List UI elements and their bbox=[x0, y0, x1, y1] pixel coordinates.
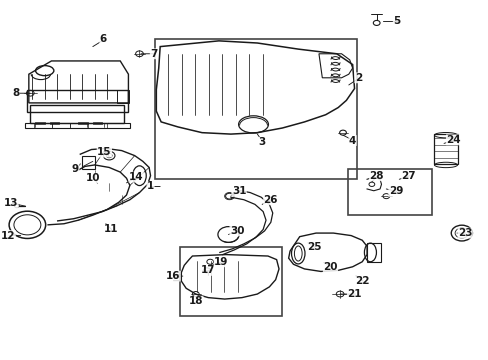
Text: 29: 29 bbox=[388, 186, 402, 197]
Text: 21: 21 bbox=[346, 289, 361, 299]
Text: 9: 9 bbox=[72, 163, 79, 174]
Text: 2: 2 bbox=[354, 73, 361, 83]
Bar bbox=[93, 122, 102, 125]
Bar bbox=[81, 156, 95, 168]
Text: 4: 4 bbox=[348, 136, 356, 145]
Text: 12: 12 bbox=[1, 231, 15, 240]
Bar bbox=[117, 90, 129, 103]
Text: 1: 1 bbox=[146, 181, 154, 192]
Text: 25: 25 bbox=[306, 242, 321, 252]
Text: 20: 20 bbox=[323, 262, 337, 272]
Text: 6: 6 bbox=[100, 35, 107, 44]
Text: 15: 15 bbox=[97, 147, 111, 157]
Text: 17: 17 bbox=[201, 265, 215, 275]
Bar bbox=[180, 247, 282, 316]
Bar bbox=[366, 243, 381, 262]
Text: 16: 16 bbox=[165, 271, 180, 281]
Text: 10: 10 bbox=[85, 173, 100, 183]
Text: 13: 13 bbox=[4, 198, 18, 208]
Text: 5: 5 bbox=[392, 17, 400, 27]
Text: 22: 22 bbox=[354, 276, 369, 286]
Bar bbox=[347, 168, 430, 215]
Bar bbox=[25, 123, 130, 128]
Bar bbox=[78, 122, 88, 125]
Text: 18: 18 bbox=[188, 296, 203, 306]
Text: 11: 11 bbox=[103, 225, 118, 234]
Text: 19: 19 bbox=[214, 257, 228, 267]
Text: 3: 3 bbox=[258, 138, 265, 147]
Bar bbox=[30, 105, 124, 123]
Bar bbox=[155, 40, 357, 179]
Text: 30: 30 bbox=[229, 226, 244, 236]
Text: 14: 14 bbox=[128, 172, 143, 182]
Text: 28: 28 bbox=[368, 171, 383, 181]
Text: 24: 24 bbox=[446, 135, 460, 145]
Bar bbox=[49, 122, 59, 125]
Text: 31: 31 bbox=[231, 186, 246, 197]
Bar bbox=[35, 122, 44, 125]
Text: 26: 26 bbox=[263, 195, 278, 205]
Text: 7: 7 bbox=[150, 49, 157, 59]
Text: 23: 23 bbox=[457, 228, 471, 238]
Bar bbox=[433, 134, 457, 164]
Bar bbox=[27, 90, 128, 112]
Text: 27: 27 bbox=[401, 171, 415, 181]
Text: 8: 8 bbox=[12, 88, 20, 98]
